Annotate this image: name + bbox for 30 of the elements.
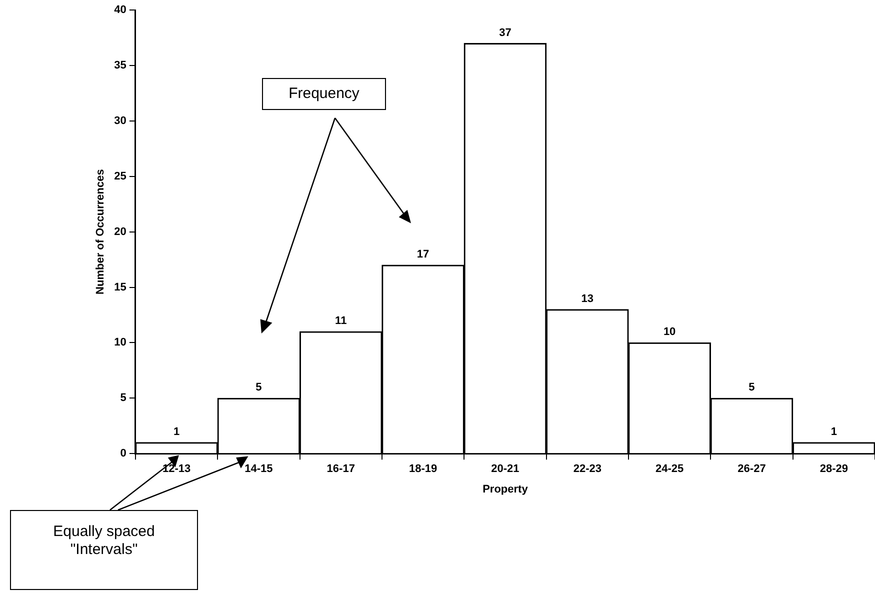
data-label: 1 [830,426,837,438]
y-tick-label: 35 [114,59,126,72]
x-tick-label: 20-21 [491,463,520,476]
x-tick-label: 22-23 [573,463,602,476]
y-tick-label: 30 [114,114,126,127]
x-tick-label: 14-15 [244,463,273,476]
data-label: 1 [173,426,180,438]
callout-box: Frequency [262,78,386,110]
data-label: 5 [748,382,755,394]
y-tick-label: 25 [114,170,126,182]
data-label: 10 [663,326,676,338]
y-axis-title: Number of Occurrences [94,169,107,294]
y-tick-label: 10 [114,336,126,349]
y-tick-label: 0 [120,448,126,460]
x-tick-label: 18-19 [408,463,438,476]
y-tick-label: 40 [114,4,126,16]
x-tick-label: 28-29 [820,463,848,476]
x-tick-label: 16-17 [326,463,355,476]
data-label: 13 [581,292,594,305]
y-tick-label: 15 [114,281,126,294]
callout-box-lower: Equally spaced "Intervals" [10,510,198,590]
data-label: 37 [499,26,512,39]
x-axis-title: Property [482,483,529,496]
data-label: 5 [256,382,262,394]
data-label: 17 [416,248,430,261]
y-tick-label: 20 [114,226,126,238]
x-tick-label: 26-27 [738,463,766,476]
x-tick-label: 24-25 [655,463,684,476]
x-tick-label: 12-13 [162,463,191,476]
y-tick-label: 5 [120,392,126,404]
